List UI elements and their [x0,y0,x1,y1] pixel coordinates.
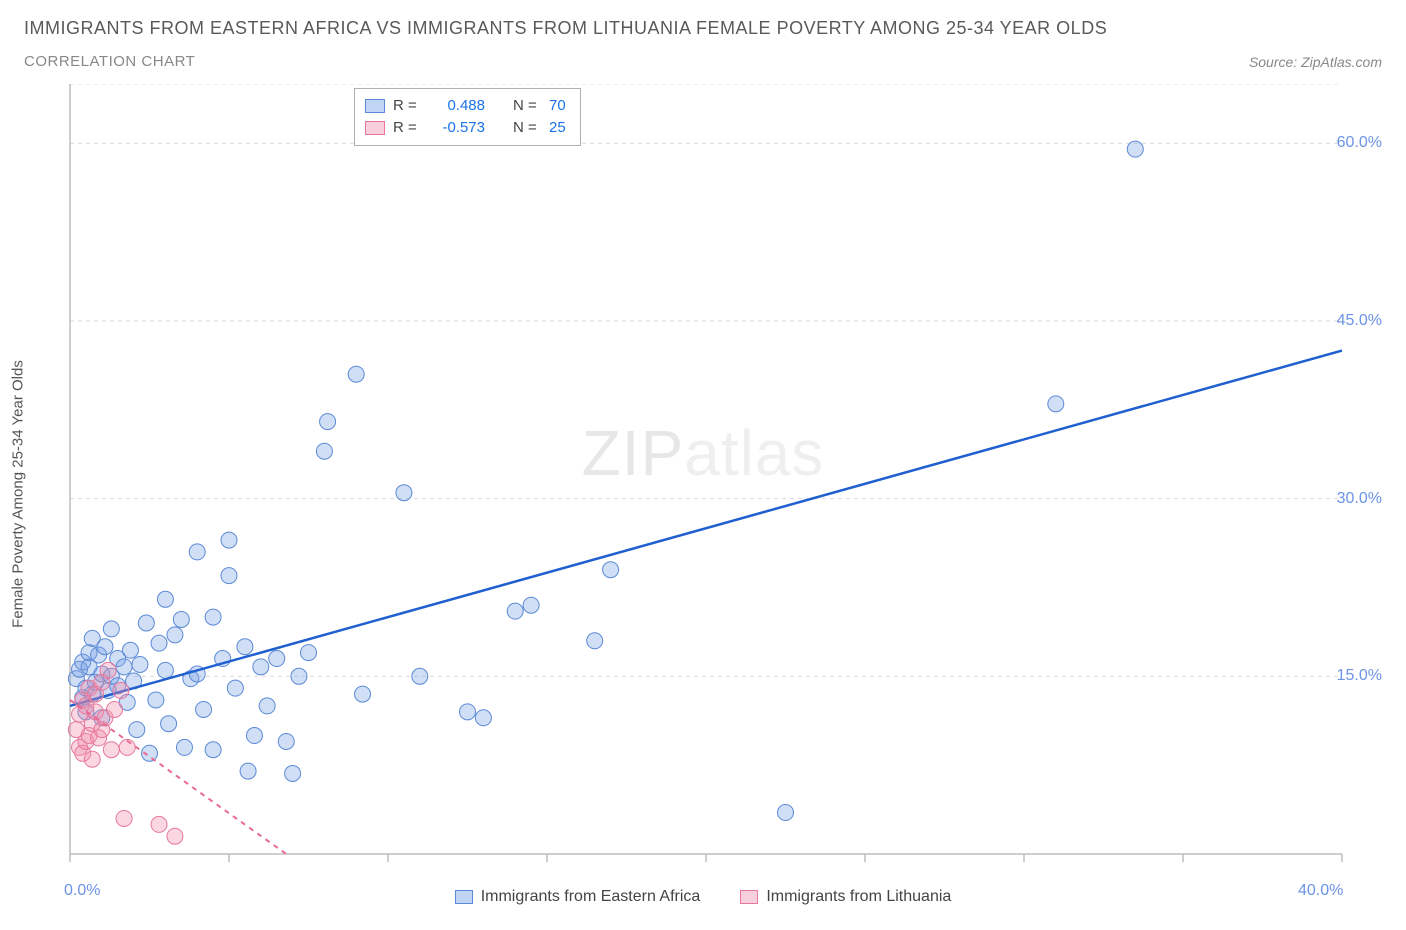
swatch-lithuania-icon [740,890,758,904]
chart-title: IMMIGRANTS FROM EASTERN AFRICA VS IMMIGR… [24,18,1382,39]
legend-series: Immigrants from Eastern Africa Immigrant… [24,888,1382,906]
swatch-eastern-africa-icon [455,890,473,904]
title-block: IMMIGRANTS FROM EASTERN AFRICA VS IMMIGR… [0,0,1406,70]
swatch-lithuania [365,121,385,135]
y-tick-label: 15.0% [1337,667,1382,685]
x-tick-label: 0.0% [64,882,100,900]
chart-area: Female Poverty Among 25-34 Year Olds ZIP… [24,84,1382,904]
y-tick-label: 30.0% [1337,490,1382,508]
scatter-chart [24,84,1382,904]
swatch-eastern-africa [365,99,385,113]
source-attribution: Source: ZipAtlas.com [1249,54,1382,70]
legend-row-lithuania: R = -0.573 N = 25 [365,117,566,139]
legend-item-eastern-africa: Immigrants from Eastern Africa [455,888,701,906]
legend-row-eastern-africa: R = 0.488 N = 70 [365,95,566,117]
chart-subtitle: CORRELATION CHART [24,53,195,70]
legend-correlation-box: R = 0.488 N = 70 R = -0.573 N = 25 [354,88,581,146]
y-tick-label: 60.0% [1337,134,1382,152]
y-tick-label: 45.0% [1337,312,1382,330]
legend-item-lithuania: Immigrants from Lithuania [740,888,951,906]
x-tick-label: 40.0% [1298,882,1343,900]
